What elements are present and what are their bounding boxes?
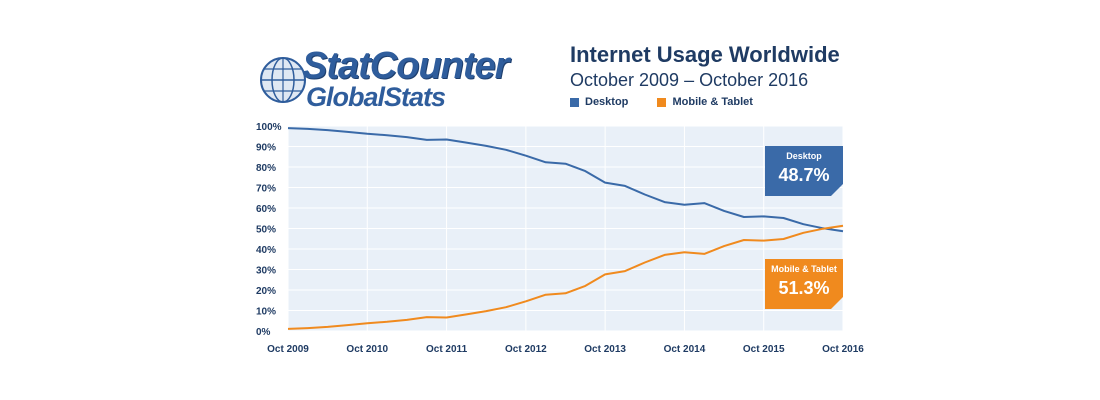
x-tick-label: Oct 2011 [426, 344, 468, 355]
y-tick-label: 90% [256, 143, 276, 154]
x-tick-label: Oct 2015 [743, 344, 785, 355]
legend-label-mobile: Mobile & Tablet [672, 96, 753, 108]
x-tick-label: Oct 2012 [505, 344, 547, 355]
desktop-callout-box [765, 146, 843, 196]
chart-legend: Desktop Mobile & Tablet [570, 96, 779, 110]
x-tick-label: Oct 2010 [346, 344, 388, 355]
y-tick-label: 60% [256, 204, 276, 215]
x-tick-label: Oct 2009 [267, 344, 309, 355]
y-tick-label: 30% [256, 266, 276, 277]
legend-swatch-desktop [570, 97, 579, 107]
y-tick-label: 100% [256, 122, 282, 133]
statcounter-logo[interactable]: StatCounter GlobalStats [258, 44, 548, 112]
x-tick-label: Oct 2013 [584, 344, 626, 355]
legend-item-desktop: Desktop [570, 96, 628, 108]
desktop-callout-value: 48.7% [778, 165, 829, 185]
mobile-callout-value: 51.3% [778, 278, 829, 298]
y-tick-label: 40% [256, 245, 276, 256]
globe-icon [260, 57, 306, 103]
y-tick-label: 10% [256, 307, 276, 318]
mobile-callout-label: Mobile & Tablet [771, 264, 837, 274]
legend-label-desktop: Desktop [585, 96, 629, 108]
y-tick-label: 0% [256, 327, 271, 338]
mobile-callout-box [765, 259, 843, 309]
legend-swatch-mobile [657, 97, 667, 107]
mobile-series-line [287, 224, 844, 330]
logo-main-text: StatCounter [302, 45, 509, 87]
y-tick-label: 50% [256, 225, 276, 236]
desktop-series-line [287, 127, 844, 233]
legend-item-mobile: Mobile & Tablet [657, 96, 753, 108]
desktop-callout-label: Desktop [786, 151, 822, 161]
x-tick-label: Oct 2016 [822, 344, 864, 355]
y-tick-label: 80% [256, 163, 276, 174]
chart-subtitle: October 2009 – October 2016 [570, 70, 809, 90]
chart-title: Internet Usage Worldwide [570, 42, 840, 67]
y-tick-label: 20% [256, 286, 276, 297]
logo-sub-text: GlobalStats [306, 82, 446, 112]
y-tick-label: 70% [256, 184, 276, 195]
x-tick-label: Oct 2014 [664, 344, 706, 355]
